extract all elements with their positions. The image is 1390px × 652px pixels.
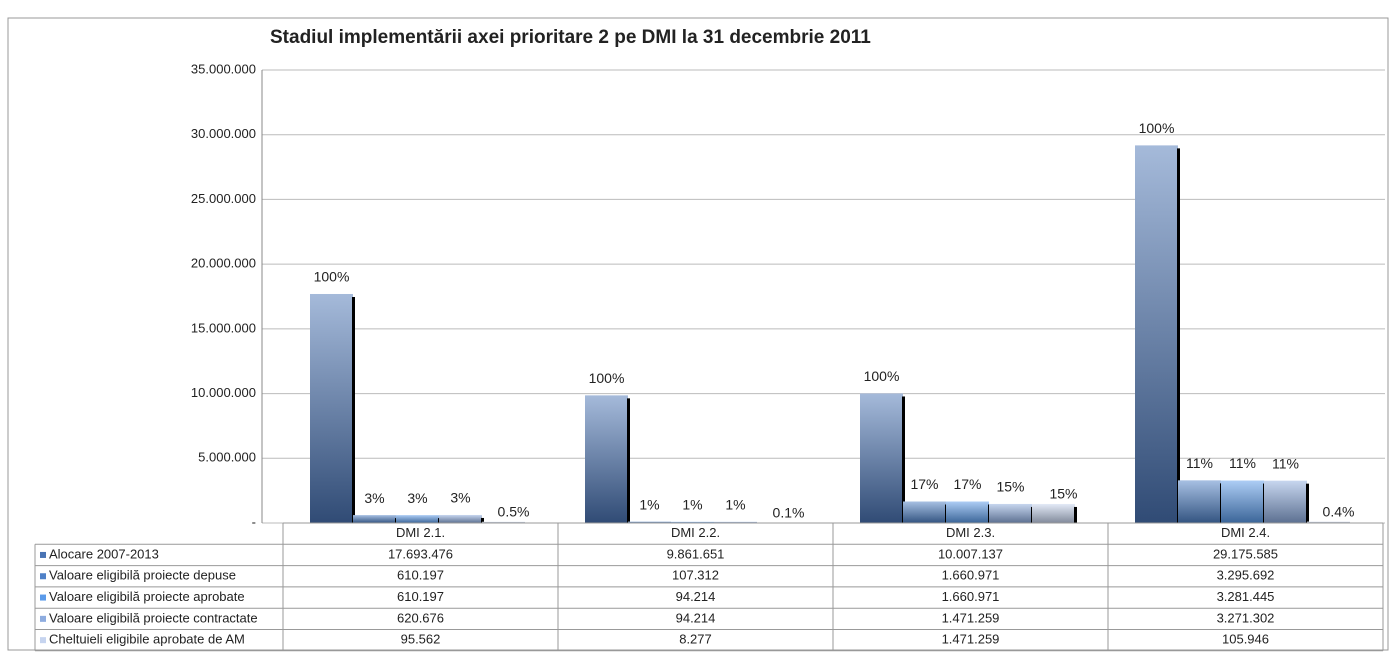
bar	[439, 514, 482, 523]
data-label: 0.1%	[773, 505, 805, 521]
table-cell: 1.660.971	[942, 568, 1000, 583]
legend-marker	[40, 573, 46, 580]
y-tick-label: 15.000.000	[191, 320, 256, 335]
bar	[903, 501, 946, 523]
table-cell: 3.281.445	[1217, 589, 1275, 604]
data-label: 3%	[364, 490, 384, 506]
bar	[310, 293, 353, 523]
x-tick-label: DMI 2.3.	[946, 525, 995, 540]
data-label: 0.5%	[498, 503, 530, 519]
x-tick-label: DMI 2.4.	[1221, 525, 1270, 540]
table-cell: 8.277	[679, 632, 712, 647]
table-cell: 3.295.692	[1217, 568, 1275, 583]
data-label: 3%	[450, 490, 470, 506]
legend-label: Valoare eligibilă proiecte aprobate	[49, 589, 245, 604]
bar	[1307, 521, 1350, 523]
data-label: 17%	[953, 476, 981, 492]
table-cell: 95.562	[401, 632, 441, 647]
legend-marker	[40, 551, 46, 558]
bar-shadow	[627, 398, 630, 523]
bar	[353, 515, 396, 523]
data-label: 1%	[682, 496, 702, 512]
data-label: 100%	[864, 368, 900, 384]
y-tick-label: 25.000.000	[191, 191, 256, 206]
data-label: 100%	[314, 269, 350, 285]
table-cell: 17.693.476	[388, 546, 453, 561]
table-cell: 107.312	[672, 568, 719, 583]
table-cell: 1.471.259	[942, 610, 1000, 625]
bar	[628, 521, 671, 523]
bar	[396, 515, 439, 523]
bar-shadow	[1177, 148, 1180, 523]
data-label: 1%	[725, 496, 745, 512]
legend-marker	[40, 615, 46, 622]
y-tick-label: -	[252, 514, 256, 529]
bar	[1135, 145, 1178, 523]
table-cell: 610.197	[397, 589, 444, 604]
data-label: 11%	[1229, 455, 1256, 471]
legend-marker	[40, 594, 46, 601]
table-cell: 29.175.585	[1213, 546, 1278, 561]
bar	[671, 521, 714, 523]
chart-title: Stadiul implementării axei prioritare 2 …	[270, 27, 871, 48]
bar	[1032, 503, 1075, 523]
bar	[1221, 480, 1264, 523]
bar	[482, 521, 525, 523]
data-label: 3%	[407, 490, 427, 506]
data-label: 1%	[639, 496, 659, 512]
table-cell: 10.007.137	[938, 546, 1003, 561]
bar-shadow	[481, 517, 484, 523]
legend-label: Cheltuieli eligibile aprobate de AM	[49, 632, 245, 647]
table-cell: 94.214	[676, 610, 716, 625]
y-tick-label: 20.000.000	[191, 256, 256, 271]
y-tick-label: 30.000.000	[191, 126, 256, 141]
y-tick-label: 35.000.000	[191, 61, 256, 76]
data-label: 11%	[1272, 455, 1299, 471]
legend-label: Valoare eligibilă proiecte contractate	[49, 610, 258, 625]
y-tick-label: 5.000.000	[198, 450, 256, 465]
bar-shadow	[1074, 506, 1077, 523]
bar-shadow	[902, 396, 905, 523]
data-label: 11%	[1186, 455, 1213, 471]
table-cell: 3.271.302	[1217, 610, 1275, 625]
y-tick-label: 10.000.000	[191, 385, 256, 400]
data-label: 0.4%	[1323, 503, 1355, 519]
bar	[946, 501, 989, 523]
data-label: 17%	[910, 476, 938, 492]
x-tick-label: DMI 2.2.	[671, 525, 720, 540]
table-cell: 94.214	[676, 589, 716, 604]
bar-shadow	[352, 296, 355, 523]
x-tick-label: DMI 2.1.	[396, 525, 445, 540]
bar	[1178, 480, 1221, 523]
legend-marker	[40, 637, 46, 644]
legend-label: Valoare eligibilă proiecte depuse	[49, 568, 236, 583]
table-cell: 1.660.971	[942, 589, 1000, 604]
bar	[585, 395, 628, 523]
table-cell: 9.861.651	[667, 546, 725, 561]
table-cell: 105.946	[1222, 632, 1269, 647]
data-label: 15%	[1049, 486, 1077, 502]
data-label: 100%	[589, 370, 625, 386]
bar-shadow	[1306, 483, 1309, 523]
legend-label: Alocare 2007-2013	[49, 546, 159, 561]
data-label: 100%	[1139, 120, 1175, 136]
data-label: 15%	[996, 479, 1024, 495]
table-cell: 620.676	[397, 610, 444, 625]
bar	[989, 503, 1032, 523]
table-cell: 610.197	[397, 568, 444, 583]
bar	[714, 521, 757, 523]
table-cell: 1.471.259	[942, 632, 1000, 647]
bar	[860, 393, 903, 523]
bar	[1264, 480, 1307, 523]
